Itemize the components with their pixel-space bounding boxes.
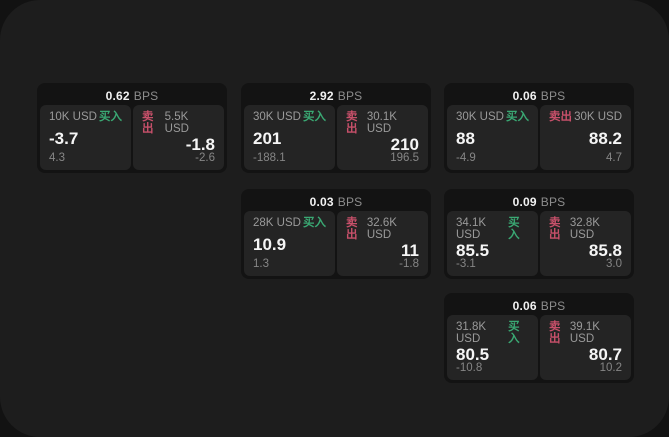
sell-side-label: 卖出 [549,217,561,241]
sell-amount: 30K USD [574,111,622,123]
bps-unit-label: BPS [337,194,363,209]
quote-card: 0.03 BPS 28K USD 买入 10.9 1.3 卖出 32.6K US… [241,189,431,279]
sell-price: -1.8 [185,135,215,154]
card-header: 0.62 BPS [40,86,224,105]
buy-price: 85.5 [456,241,490,260]
bps-value: 0.62 [105,88,130,103]
sell-side-label: 卖出 [346,217,358,241]
bps-value: 0.06 [512,88,537,103]
sell-tile[interactable]: 卖出 30.1K USD 210 196.5 [337,105,428,170]
bps-unit-label: BPS [337,88,363,103]
buy-delta: -3.1 [456,258,476,270]
sell-tile[interactable]: 卖出 32.6K USD 11 -1.8 [337,211,428,276]
buy-price: -3.7 [49,129,79,148]
bps-unit-label: BPS [540,298,566,313]
buy-price: 88 [456,129,475,148]
sell-price: 210 [390,135,419,154]
sell-tile[interactable]: 卖出 39.1K USD 80.7 10.2 [540,315,631,380]
sell-price: 85.8 [588,241,622,260]
sell-price: 80.7 [588,345,622,364]
card-header: 0.06 BPS [447,86,631,105]
buy-amount: 34.1K USD [456,217,487,241]
bps-unit-label: BPS [133,88,159,103]
buy-delta: 1.3 [253,257,269,270]
sell-delta: 196.5 [390,152,419,164]
sell-delta: -2.6 [195,152,215,164]
buy-amount: 30K USD [456,111,504,123]
buy-side-label: 买入 [508,321,520,345]
bps-value: 0.03 [309,194,334,209]
buy-price: 10.9 [253,235,287,254]
sell-amount: 5.5K USD [164,111,189,135]
card-header: 2.92 BPS [244,86,428,105]
buy-amount: 10K USD [49,111,97,123]
buy-tile[interactable]: 28K USD 买入 10.9 1.3 [244,211,335,276]
sell-tile[interactable]: 卖出 5.5K USD -1.8 -2.6 [133,105,224,170]
sell-delta: 10.2 [599,362,622,374]
sell-side-label: 卖出 [549,111,572,123]
sell-price: 11 [401,241,419,260]
sell-delta: 3.0 [606,258,622,270]
sell-tile[interactable]: 卖出 30K USD 88.2 4.7 [540,105,631,170]
buy-price: 201 [253,129,282,148]
buy-side-label: 买入 [506,111,529,123]
buy-tile[interactable]: 10K USD 买入 -3.7 4.3 [40,105,131,170]
quote-card: 0.06 BPS 30K USD 买入 88 -4.9 卖出 30K USD 8… [444,83,634,173]
buy-amount: 30K USD [253,111,301,123]
quote-card: 0.62 BPS 10K USD 买入 -3.7 4.3 卖出 5.5K USD… [37,83,227,173]
bps-value: 2.92 [309,88,334,103]
quote-card: 0.09 BPS 34.1K USD 买入 85.5 -3.1 卖出 32.8K… [444,189,634,279]
buy-side-label: 买入 [303,111,326,123]
buy-tile[interactable]: 31.8K USD 买入 80.5 -10.8 [447,315,538,380]
sell-side-label: 卖出 [346,111,358,135]
quote-card: 2.92 BPS 30K USD 买入 201 -188.1 卖出 30.1K … [241,83,431,173]
buy-delta: -4.9 [456,151,476,164]
sell-amount: 32.8K USD [569,217,600,241]
buy-delta: -188.1 [253,151,286,164]
sell-side-label: 卖出 [549,321,561,345]
sell-tile[interactable]: 卖出 32.8K USD 85.8 3.0 [540,211,631,276]
sell-amount: 32.6K USD [366,217,397,241]
buy-tile[interactable]: 30K USD 买入 201 -188.1 [244,105,335,170]
bps-value: 0.09 [512,194,537,209]
sell-side-label: 卖出 [142,111,154,135]
buy-delta: 4.3 [49,151,65,164]
card-header: 0.06 BPS [447,296,631,315]
bps-unit-label: BPS [540,88,566,103]
sell-amount: 39.1K USD [569,321,600,345]
buy-side-label: 买入 [303,217,326,229]
quote-card: 0.06 BPS 31.8K USD 买入 80.5 -10.8 卖出 39.1… [444,293,634,383]
buy-amount: 31.8K USD [456,321,487,345]
sell-delta: -1.8 [399,258,419,270]
buy-side-label: 买入 [508,217,520,241]
buy-tile[interactable]: 34.1K USD 买入 85.5 -3.1 [447,211,538,276]
card-header: 0.03 BPS [244,192,428,211]
sell-price: 88.2 [588,129,622,148]
buy-delta: -10.8 [456,362,483,374]
buy-side-label: 买入 [99,111,122,123]
sell-delta: 4.7 [606,151,622,164]
card-header: 0.09 BPS [447,192,631,211]
buy-amount: 28K USD [253,217,301,229]
buy-price: 80.5 [456,345,490,364]
sell-amount: 30.1K USD [366,111,397,135]
bps-value: 0.06 [512,298,537,313]
bps-unit-label: BPS [540,194,566,209]
buy-tile[interactable]: 30K USD 买入 88 -4.9 [447,105,538,170]
